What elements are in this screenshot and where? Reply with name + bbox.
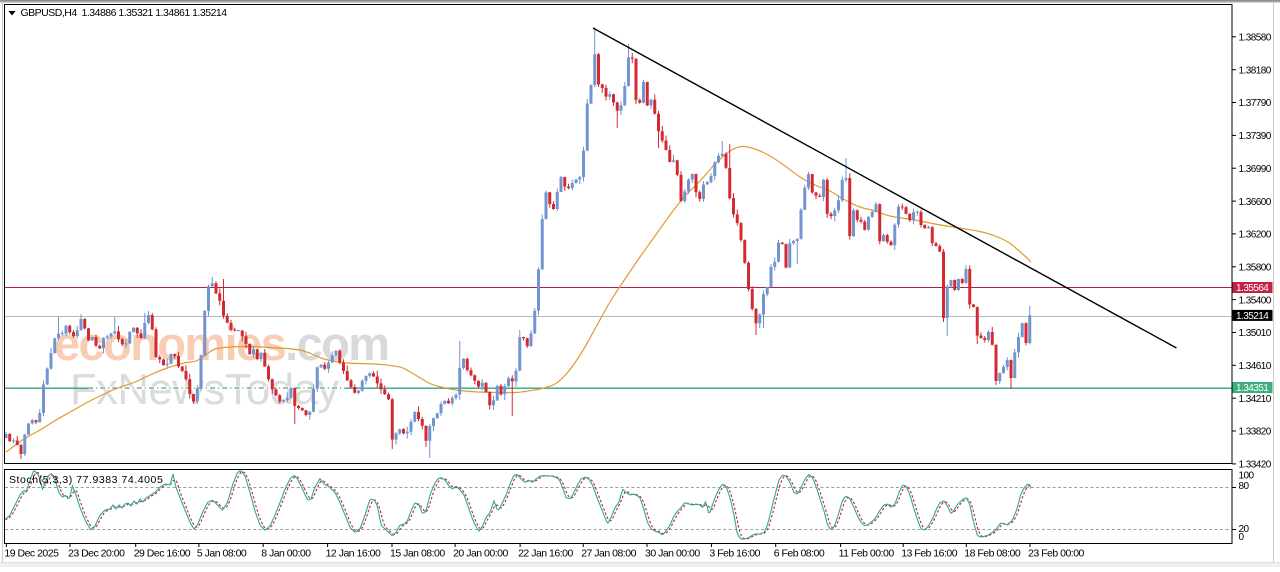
svg-text:1.37790: 1.37790 [1239,98,1272,109]
svg-text:100: 100 [1239,471,1255,482]
svg-text:22 Jan 16:00: 22 Jan 16:00 [518,548,573,560]
svg-text:23 Feb 00:00: 23 Feb 00:00 [1028,548,1085,560]
svg-text:1.33820: 1.33820 [1239,427,1272,438]
svg-text:1.36200: 1.36200 [1239,230,1272,241]
svg-text:GBPUSD,H4 1.34886 1.35321 1.3: GBPUSD,H4 1.34886 1.35321 1.34861 1.3521… [21,7,228,19]
svg-text:15 Jan 08:00: 15 Jan 08:00 [390,548,445,560]
svg-text:5 Jan 08:00: 5 Jan 08:00 [197,548,247,560]
svg-text:18 Feb 08:00: 18 Feb 08:00 [964,548,1021,560]
svg-text:1.33420: 1.33420 [1239,460,1272,471]
svg-text:6 Feb 08:00: 6 Feb 08:00 [774,548,825,560]
svg-text:1.35800: 1.35800 [1239,263,1272,274]
svg-text:30 Jan 00:00: 30 Jan 00:00 [645,548,700,560]
svg-text:1.35010: 1.35010 [1239,328,1272,339]
svg-text:1.34210: 1.34210 [1239,394,1272,405]
svg-text:1.34610: 1.34610 [1239,361,1272,372]
svg-text:29 Dec 16:00: 29 Dec 16:00 [134,548,191,560]
svg-text:23 Dec 20:00: 23 Dec 20:00 [68,548,125,560]
svg-text:0: 0 [1239,532,1245,543]
svg-text:1.35214: 1.35214 [1236,311,1269,322]
svg-text:1.35400: 1.35400 [1239,295,1272,306]
svg-text:20 Jan 00:00: 20 Jan 00:00 [453,548,508,560]
svg-text:1.36600: 1.36600 [1239,197,1272,208]
svg-text:1.38580: 1.38580 [1239,33,1272,44]
svg-text:11 Feb 00:00: 11 Feb 00:00 [839,548,895,560]
svg-text:20: 20 [1239,524,1250,535]
svg-text:1.38180: 1.38180 [1239,65,1272,76]
svg-text:80: 80 [1239,481,1250,492]
svg-text:3 Feb 16:00: 3 Feb 16:00 [709,548,760,560]
svg-text:1.36990: 1.36990 [1239,164,1272,175]
svg-text:1.37390: 1.37390 [1239,131,1272,142]
svg-text:8 Jan 00:00: 8 Jan 00:00 [261,548,311,560]
svg-text:Stoch(5,3,3) 77.9383 74.4005: Stoch(5,3,3) 77.9383 74.4005 [9,474,163,486]
svg-text:1.34351: 1.34351 [1236,383,1269,394]
svg-text:13 Feb 16:00: 13 Feb 16:00 [901,548,958,560]
svg-text:19 Dec 2025: 19 Dec 2025 [4,548,59,560]
svg-text:1.35564: 1.35564 [1236,283,1269,294]
svg-text:27 Jan 08:00: 27 Jan 08:00 [581,548,636,560]
svg-text:12 Jan 16:00: 12 Jan 16:00 [326,548,381,560]
